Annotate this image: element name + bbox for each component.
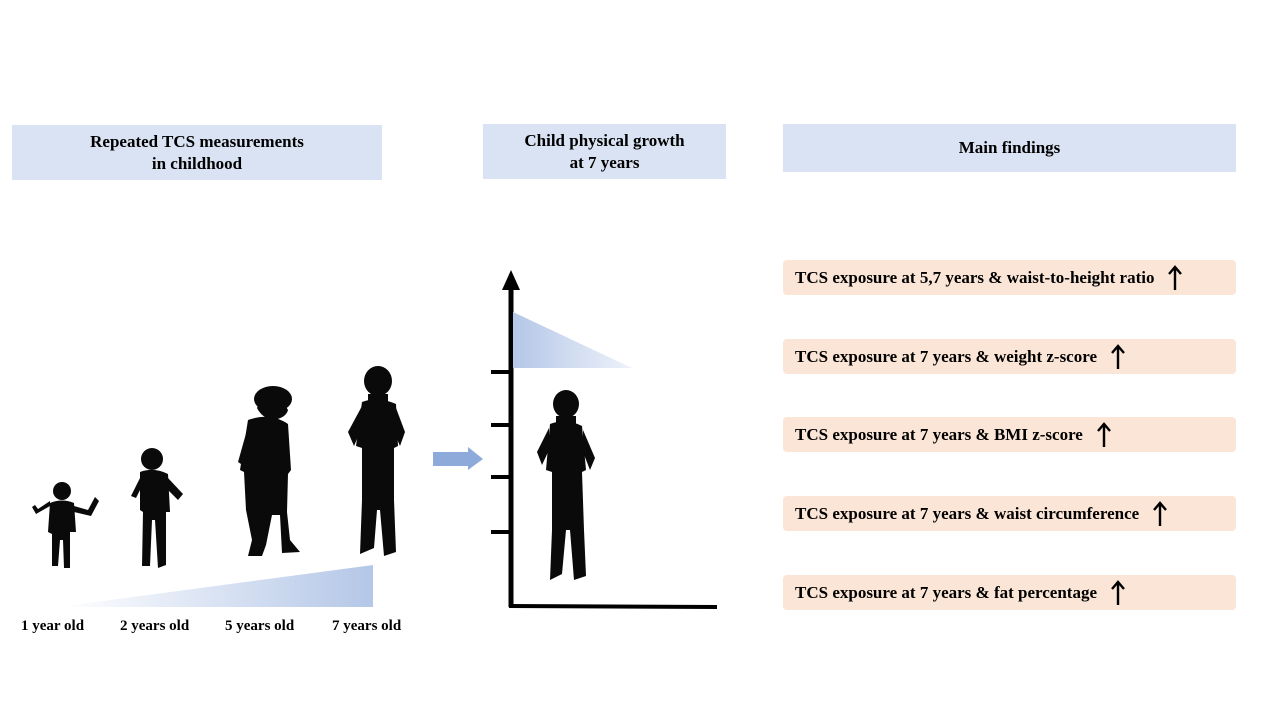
growth-header-line2: at 7 years bbox=[569, 152, 640, 172]
child-silhouette-1y bbox=[32, 482, 99, 568]
finding-box: TCS exposure at 7 years & weight z-score bbox=[783, 339, 1236, 374]
finding-box: TCS exposure at 7 years & BMI z-score bbox=[783, 417, 1236, 452]
age-progression-wedge bbox=[58, 565, 373, 607]
age-label-7y: 7 years old bbox=[332, 618, 402, 634]
child-silhouette-2y bbox=[131, 448, 183, 568]
growth-header-line1: Child physical growth bbox=[524, 130, 685, 150]
finding-text: TCS exposure at 7 years & fat percentage bbox=[795, 582, 1098, 602]
finding-text: TCS exposure at 7 years & waist circumfe… bbox=[795, 503, 1140, 523]
up-arrow-icon bbox=[1153, 500, 1168, 526]
right-arrow-icon bbox=[433, 447, 483, 470]
y-axis-arrowhead bbox=[502, 270, 520, 290]
growth-wedge bbox=[513, 312, 632, 368]
growth-header: Child physical growth at 7 years bbox=[483, 124, 726, 179]
child-silhouette-5y bbox=[238, 386, 300, 556]
up-arrow-icon bbox=[1168, 264, 1183, 290]
up-arrow-icon bbox=[1111, 343, 1125, 369]
findings-header-label: Main findings bbox=[958, 138, 1061, 157]
age-label-5y: 5 years old bbox=[225, 618, 295, 634]
findings-header: Main findings bbox=[783, 124, 1236, 172]
finding-text: TCS exposure at 5,7 years & waist-to-hei… bbox=[795, 267, 1155, 287]
finding-box: TCS exposure at 7 years & waist circumfe… bbox=[783, 496, 1236, 531]
measurements-header-line1: Repeated TCS measurements bbox=[90, 131, 304, 151]
child-silhouette-chart bbox=[537, 390, 595, 580]
finding-box: TCS exposure at 5,7 years & waist-to-hei… bbox=[783, 260, 1236, 295]
measurements-header: Repeated TCS measurements in childhood bbox=[12, 125, 382, 180]
finding-text: TCS exposure at 7 years & weight z-score bbox=[795, 346, 1098, 366]
finding-box: TCS exposure at 7 years & fat percentage bbox=[783, 575, 1236, 610]
finding-text: TCS exposure at 7 years & BMI z-score bbox=[795, 424, 1083, 444]
up-arrow-icon bbox=[1096, 421, 1111, 447]
x-axis bbox=[508, 604, 718, 609]
child-silhouette-7y bbox=[348, 366, 405, 556]
age-label-2y: 2 years old bbox=[120, 618, 190, 634]
up-arrow-icon bbox=[1111, 579, 1125, 605]
age-label-1y: 1 year old bbox=[21, 618, 85, 634]
measurements-header-line2: in childhood bbox=[151, 153, 243, 173]
